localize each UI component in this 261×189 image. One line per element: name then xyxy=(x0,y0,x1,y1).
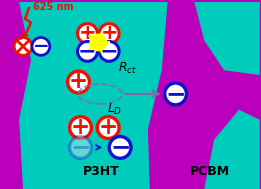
Text: PCBM: PCBM xyxy=(189,165,229,178)
Circle shape xyxy=(99,41,119,61)
Text: $L_D$: $L_D$ xyxy=(107,102,122,117)
Polygon shape xyxy=(194,2,260,75)
Circle shape xyxy=(90,33,107,51)
Circle shape xyxy=(99,24,119,43)
Text: −: − xyxy=(110,135,130,159)
Text: −: − xyxy=(78,41,97,61)
Text: $R_{ct}$: $R_{ct}$ xyxy=(118,61,137,76)
Circle shape xyxy=(32,37,50,55)
Text: 625 nm: 625 nm xyxy=(33,2,74,12)
Circle shape xyxy=(97,117,119,139)
Circle shape xyxy=(14,37,32,55)
Text: −: − xyxy=(33,37,49,56)
Circle shape xyxy=(165,83,186,105)
Text: −: − xyxy=(165,82,186,106)
Text: +: + xyxy=(69,70,88,93)
Text: +: + xyxy=(71,116,90,139)
Text: +: + xyxy=(99,116,118,139)
Circle shape xyxy=(109,136,131,158)
Text: P3HT: P3HT xyxy=(82,165,119,178)
Text: −: − xyxy=(100,41,118,61)
Circle shape xyxy=(70,136,91,158)
Circle shape xyxy=(70,117,91,139)
Text: −: − xyxy=(70,135,91,159)
Polygon shape xyxy=(204,110,260,189)
Circle shape xyxy=(78,24,97,43)
Circle shape xyxy=(78,41,97,61)
Circle shape xyxy=(68,71,90,93)
Text: +: + xyxy=(100,23,118,43)
Polygon shape xyxy=(19,2,168,189)
Text: +: + xyxy=(79,23,96,43)
